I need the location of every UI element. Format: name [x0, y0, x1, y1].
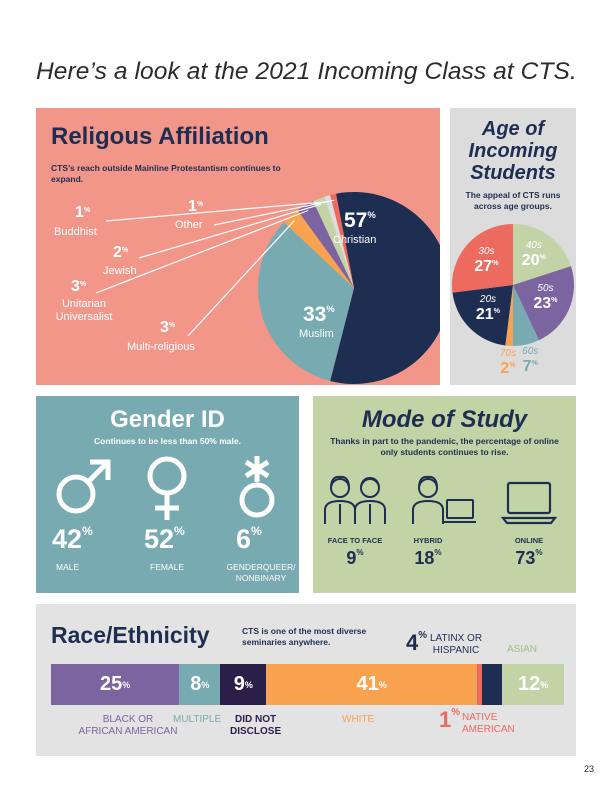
age-decade-50s: 50s	[537, 283, 554, 295]
male-percent: 42%	[52, 524, 93, 554]
age-slice-30s	[451, 224, 513, 293]
pie-slice-buddhist	[324, 195, 354, 288]
gender-panel: Gender ID Continues to be less than 50% …	[36, 396, 299, 593]
two-people-icon	[324, 475, 386, 524]
race-title: Race/Ethnicity	[51, 622, 210, 648]
religion-subtitle: CTS’s reach outside Mainline Protestanti…	[51, 163, 281, 184]
race-panel: Race/Ethnicity CTS is one of the most di…	[36, 604, 576, 756]
leader-line-other	[213, 199, 335, 226]
age-decade-70s: 70s	[499, 347, 517, 359]
age-pie-chart	[451, 224, 574, 346]
multiple-label: MULTIPLE	[173, 714, 222, 725]
hybrid-label: HYBRID	[413, 536, 443, 545]
race-segment-native-american	[476, 664, 482, 705]
age-slice-60s	[513, 285, 539, 346]
age-subtitle: The appeal of CTS runs across age groups…	[465, 190, 561, 211]
asian-label: ASIAN	[507, 644, 538, 655]
hybrid-percent: 18%	[414, 548, 442, 568]
female-symbol-icon	[147, 456, 187, 520]
religion-title: Religous Affiliation	[51, 123, 269, 150]
latinx-label: LATINX OR HISPANIC	[430, 633, 483, 656]
laptop-icon	[501, 481, 557, 525]
page-number: 23	[583, 764, 594, 774]
black-label: BLACK OR AFRICAN AMERICAN	[78, 714, 178, 737]
multi-religious-label: Multi-religious	[127, 341, 195, 353]
age-slice-40s	[513, 224, 572, 285]
pie-slice-christian	[330, 192, 440, 384]
unitarian-universalist-percent: 3%	[71, 278, 87, 295]
face-to-face-label: FACE TO FACE	[327, 536, 383, 545]
female-label: FEMALE	[150, 562, 185, 572]
pie-slice-muslim	[258, 222, 354, 381]
buddhist-label: Buddhist	[54, 226, 97, 238]
mode-subtitle: Thanks in part to the pandemic, the perc…	[330, 436, 559, 458]
race-subtitle: CTS is one of the most diverse seminarie…	[242, 626, 367, 647]
genderqueer-percent: 6%	[236, 524, 262, 554]
unitarian-universalist-label: Unitarian Universalist	[55, 298, 113, 323]
race-segment-latinx-or-hispanic	[481, 664, 503, 705]
age-decade-60s: 60s	[522, 346, 539, 358]
race-segment-black-or-african-american: 25%	[51, 664, 180, 705]
face-to-face-percent: 9%	[346, 548, 364, 568]
multi-religious-percent: 3%	[160, 319, 176, 336]
did-not-disclose-label: DID NOT DISCLOSE	[230, 714, 282, 737]
native-american-percent: 1%	[439, 707, 461, 732]
other-label: Other	[175, 219, 203, 231]
race-segment-multiple: 8%	[179, 664, 221, 705]
pie-slice-multi-religious	[284, 210, 354, 288]
genderqueer-label: GENDERQUEER/NONBINARY	[226, 562, 296, 584]
age-title: Age of Incoming Students	[468, 118, 558, 184]
christian-label: Christian	[333, 234, 377, 246]
age-panel: Age of Incoming Students The appeal of CTS…	[450, 108, 576, 385]
leader-line-multi-religious	[187, 220, 295, 337]
gender-subtitle: Continues to be less than 50% male.	[94, 436, 241, 446]
jewish-label: Jewish	[103, 265, 137, 277]
mode-title: Mode of Study	[361, 406, 528, 433]
religion-pie-chart	[95, 192, 440, 384]
pie-slice-other	[330, 193, 354, 288]
native-american-label: NATIVE AMERICAN	[462, 712, 515, 735]
other-percent: 1%	[188, 198, 204, 215]
genderqueer-symbol-icon	[239, 456, 275, 518]
male-label: MALE	[56, 562, 80, 572]
leader-line-unitarian-universalist	[95, 209, 309, 294]
age-percent-20s: 21%	[475, 306, 501, 324]
online-percent: 73%	[515, 548, 543, 568]
jewish-percent: 2%	[113, 244, 129, 261]
race-segment-did-not-disclose: 9%	[220, 664, 267, 705]
buddhist-percent: 1%	[75, 204, 91, 221]
leader-line-buddhist	[105, 201, 329, 222]
white-label: WHITE	[342, 714, 375, 725]
pie-slice-jewish	[313, 196, 354, 288]
female-percent: 52%	[144, 524, 185, 554]
leader-line-jewish	[138, 203, 322, 259]
age-slice-70s	[505, 285, 513, 346]
age-percent-40s: 20%	[521, 252, 546, 270]
age-percent-30s: 27%	[474, 257, 499, 275]
age-percent-70s: 2%	[500, 359, 516, 377]
online-label: ONLINE	[514, 536, 544, 545]
age-slice-50s	[513, 266, 574, 341]
gender-title: Gender ID	[110, 406, 225, 433]
age-percent-60s: 7%	[522, 358, 538, 376]
latinx-percent: 4%	[406, 630, 428, 655]
page-headline: Here’s a look at the 2021 Incoming Class…	[36, 58, 577, 85]
pie-slice-unitarian-universalist	[297, 201, 354, 288]
age-decade-20s: 20s	[479, 294, 497, 306]
age-decade-40s: 40s	[525, 240, 542, 252]
race-segment-asian: 12%	[502, 664, 564, 705]
person-laptop-icon	[412, 475, 476, 524]
age-slice-20s	[452, 285, 513, 346]
muslim-percent: 33%	[303, 303, 335, 326]
race-segment-white: 41%	[266, 664, 477, 705]
age-percent-50s: 23%	[533, 295, 558, 313]
mode-panel: Mode of Study Thanks in part to the pand…	[313, 396, 576, 593]
muslim-label: Muslim	[299, 328, 334, 340]
race-stacked-bar: 25% 8% 9% 41% 12%	[51, 664, 564, 705]
male-symbol-icon	[56, 459, 111, 514]
religion-panel: Religous Affiliation CTS’s reach outside…	[36, 108, 440, 385]
christian-percent: 57%	[344, 209, 376, 232]
age-decade-30s: 30s	[478, 245, 495, 257]
